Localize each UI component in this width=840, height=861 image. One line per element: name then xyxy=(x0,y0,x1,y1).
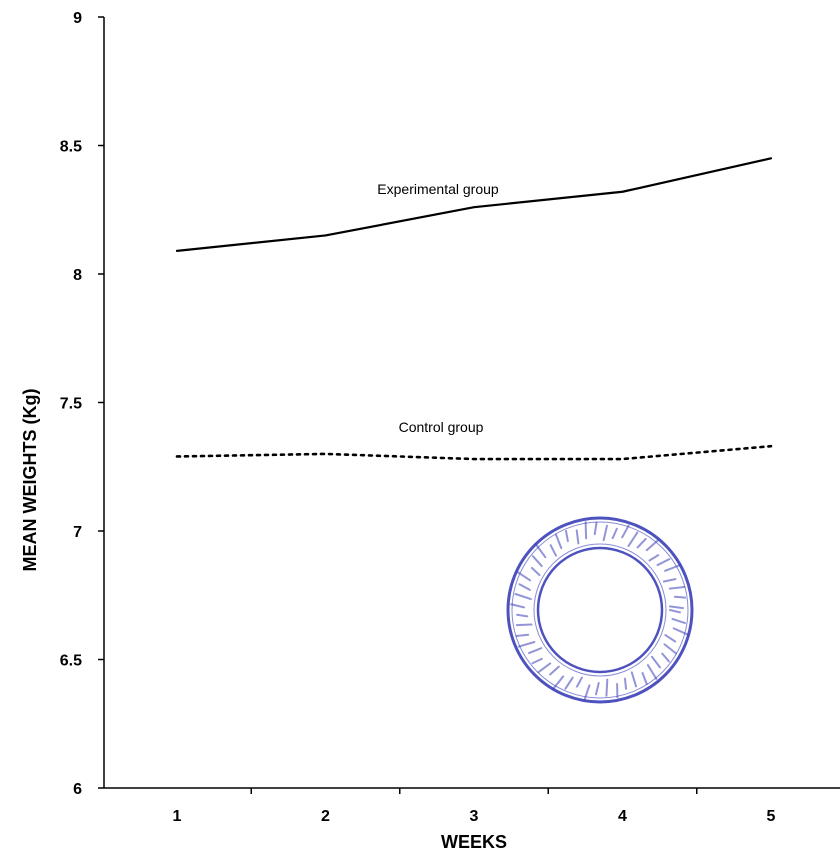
stamp-mark xyxy=(556,534,561,548)
x-tick-label: 5 xyxy=(767,808,776,825)
y-tick-label: 7 xyxy=(73,524,82,541)
stamp-mark xyxy=(538,663,550,672)
stamp-mark xyxy=(532,659,541,663)
x-axis-title: WEEKS xyxy=(441,832,507,852)
series-line-control xyxy=(177,446,771,459)
y-tick-label: 9 xyxy=(73,10,82,27)
stamp-mark xyxy=(516,635,528,636)
stamp-mark xyxy=(550,667,559,675)
stamp-mark xyxy=(536,544,546,557)
stamp-mark xyxy=(533,556,542,566)
stamp-mark xyxy=(566,531,568,541)
y-axis-title: MEAN WEIGHTS (Kg) xyxy=(20,389,40,572)
stamp-mark xyxy=(519,642,535,647)
stamp-mark xyxy=(595,523,597,535)
stamp-mark xyxy=(632,672,636,686)
stamp-mark xyxy=(642,673,646,684)
stamp-mark xyxy=(516,594,531,599)
y-tick-label: 8.5 xyxy=(60,139,82,156)
stamp-mark xyxy=(628,533,637,547)
stamp-mark xyxy=(596,683,599,694)
series-lines xyxy=(177,158,771,459)
stamp-inner-ring xyxy=(538,548,662,672)
stamp-mark xyxy=(664,579,675,581)
stamp-mark xyxy=(638,539,646,548)
x-tick-label: 4 xyxy=(618,808,627,825)
series-label-control: Control group xyxy=(399,419,484,435)
series-label-experimental: Experimental group xyxy=(377,181,499,197)
stamp-mark xyxy=(670,587,685,589)
axes xyxy=(104,17,840,788)
stamp-mark xyxy=(662,654,669,662)
x-ticks: 1 2 3 4 5 xyxy=(173,788,776,825)
x-tick-label: 1 xyxy=(173,808,182,825)
series-line-experimental xyxy=(177,158,771,251)
stamp-mark xyxy=(625,679,626,689)
x-tick-label: 3 xyxy=(470,808,479,825)
stamp-mark xyxy=(649,555,658,560)
stamp-inner-ring-outer xyxy=(534,544,666,676)
stamp-mark xyxy=(517,615,527,617)
stamp-mark xyxy=(675,597,685,598)
stamp-mark xyxy=(565,678,572,689)
x-tick-label: 2 xyxy=(321,808,330,825)
stamp-mark xyxy=(511,604,524,607)
stamp-mark xyxy=(648,665,656,679)
stamp-mark xyxy=(613,529,617,538)
stamp-mark xyxy=(670,606,683,608)
stamp-mark xyxy=(622,526,628,538)
stamp-mark xyxy=(652,657,660,668)
y-tick-label: 6.5 xyxy=(60,653,82,670)
stamp-mark xyxy=(518,572,530,580)
stamp-mark xyxy=(520,584,530,590)
y-tick-label: 7.5 xyxy=(60,396,82,413)
y-ticks: 6 6.5 7 7.5 8 8.5 9 xyxy=(60,10,104,798)
stamp-mark xyxy=(604,526,607,540)
stamp-mark xyxy=(665,635,675,641)
y-tick-label: 6 xyxy=(73,781,82,798)
stamp-mark xyxy=(529,648,541,653)
stamp-mark xyxy=(577,530,579,543)
stamp-mark xyxy=(577,678,582,687)
stamp-mark xyxy=(672,619,685,623)
stamp-mark xyxy=(551,545,556,555)
stamp-outer-ring xyxy=(508,518,692,702)
stamp-seal xyxy=(508,518,692,702)
stamp-mark xyxy=(670,610,680,612)
y-tick-label: 8 xyxy=(73,267,82,284)
stamp-mark xyxy=(606,680,607,696)
stamp-mark xyxy=(658,559,670,565)
stamp-mark xyxy=(517,625,532,626)
series-labels: Experimental group Control group xyxy=(377,181,499,435)
stamp-mark xyxy=(664,644,676,653)
stamp-mark xyxy=(647,540,658,550)
stamp-mark xyxy=(532,568,539,575)
